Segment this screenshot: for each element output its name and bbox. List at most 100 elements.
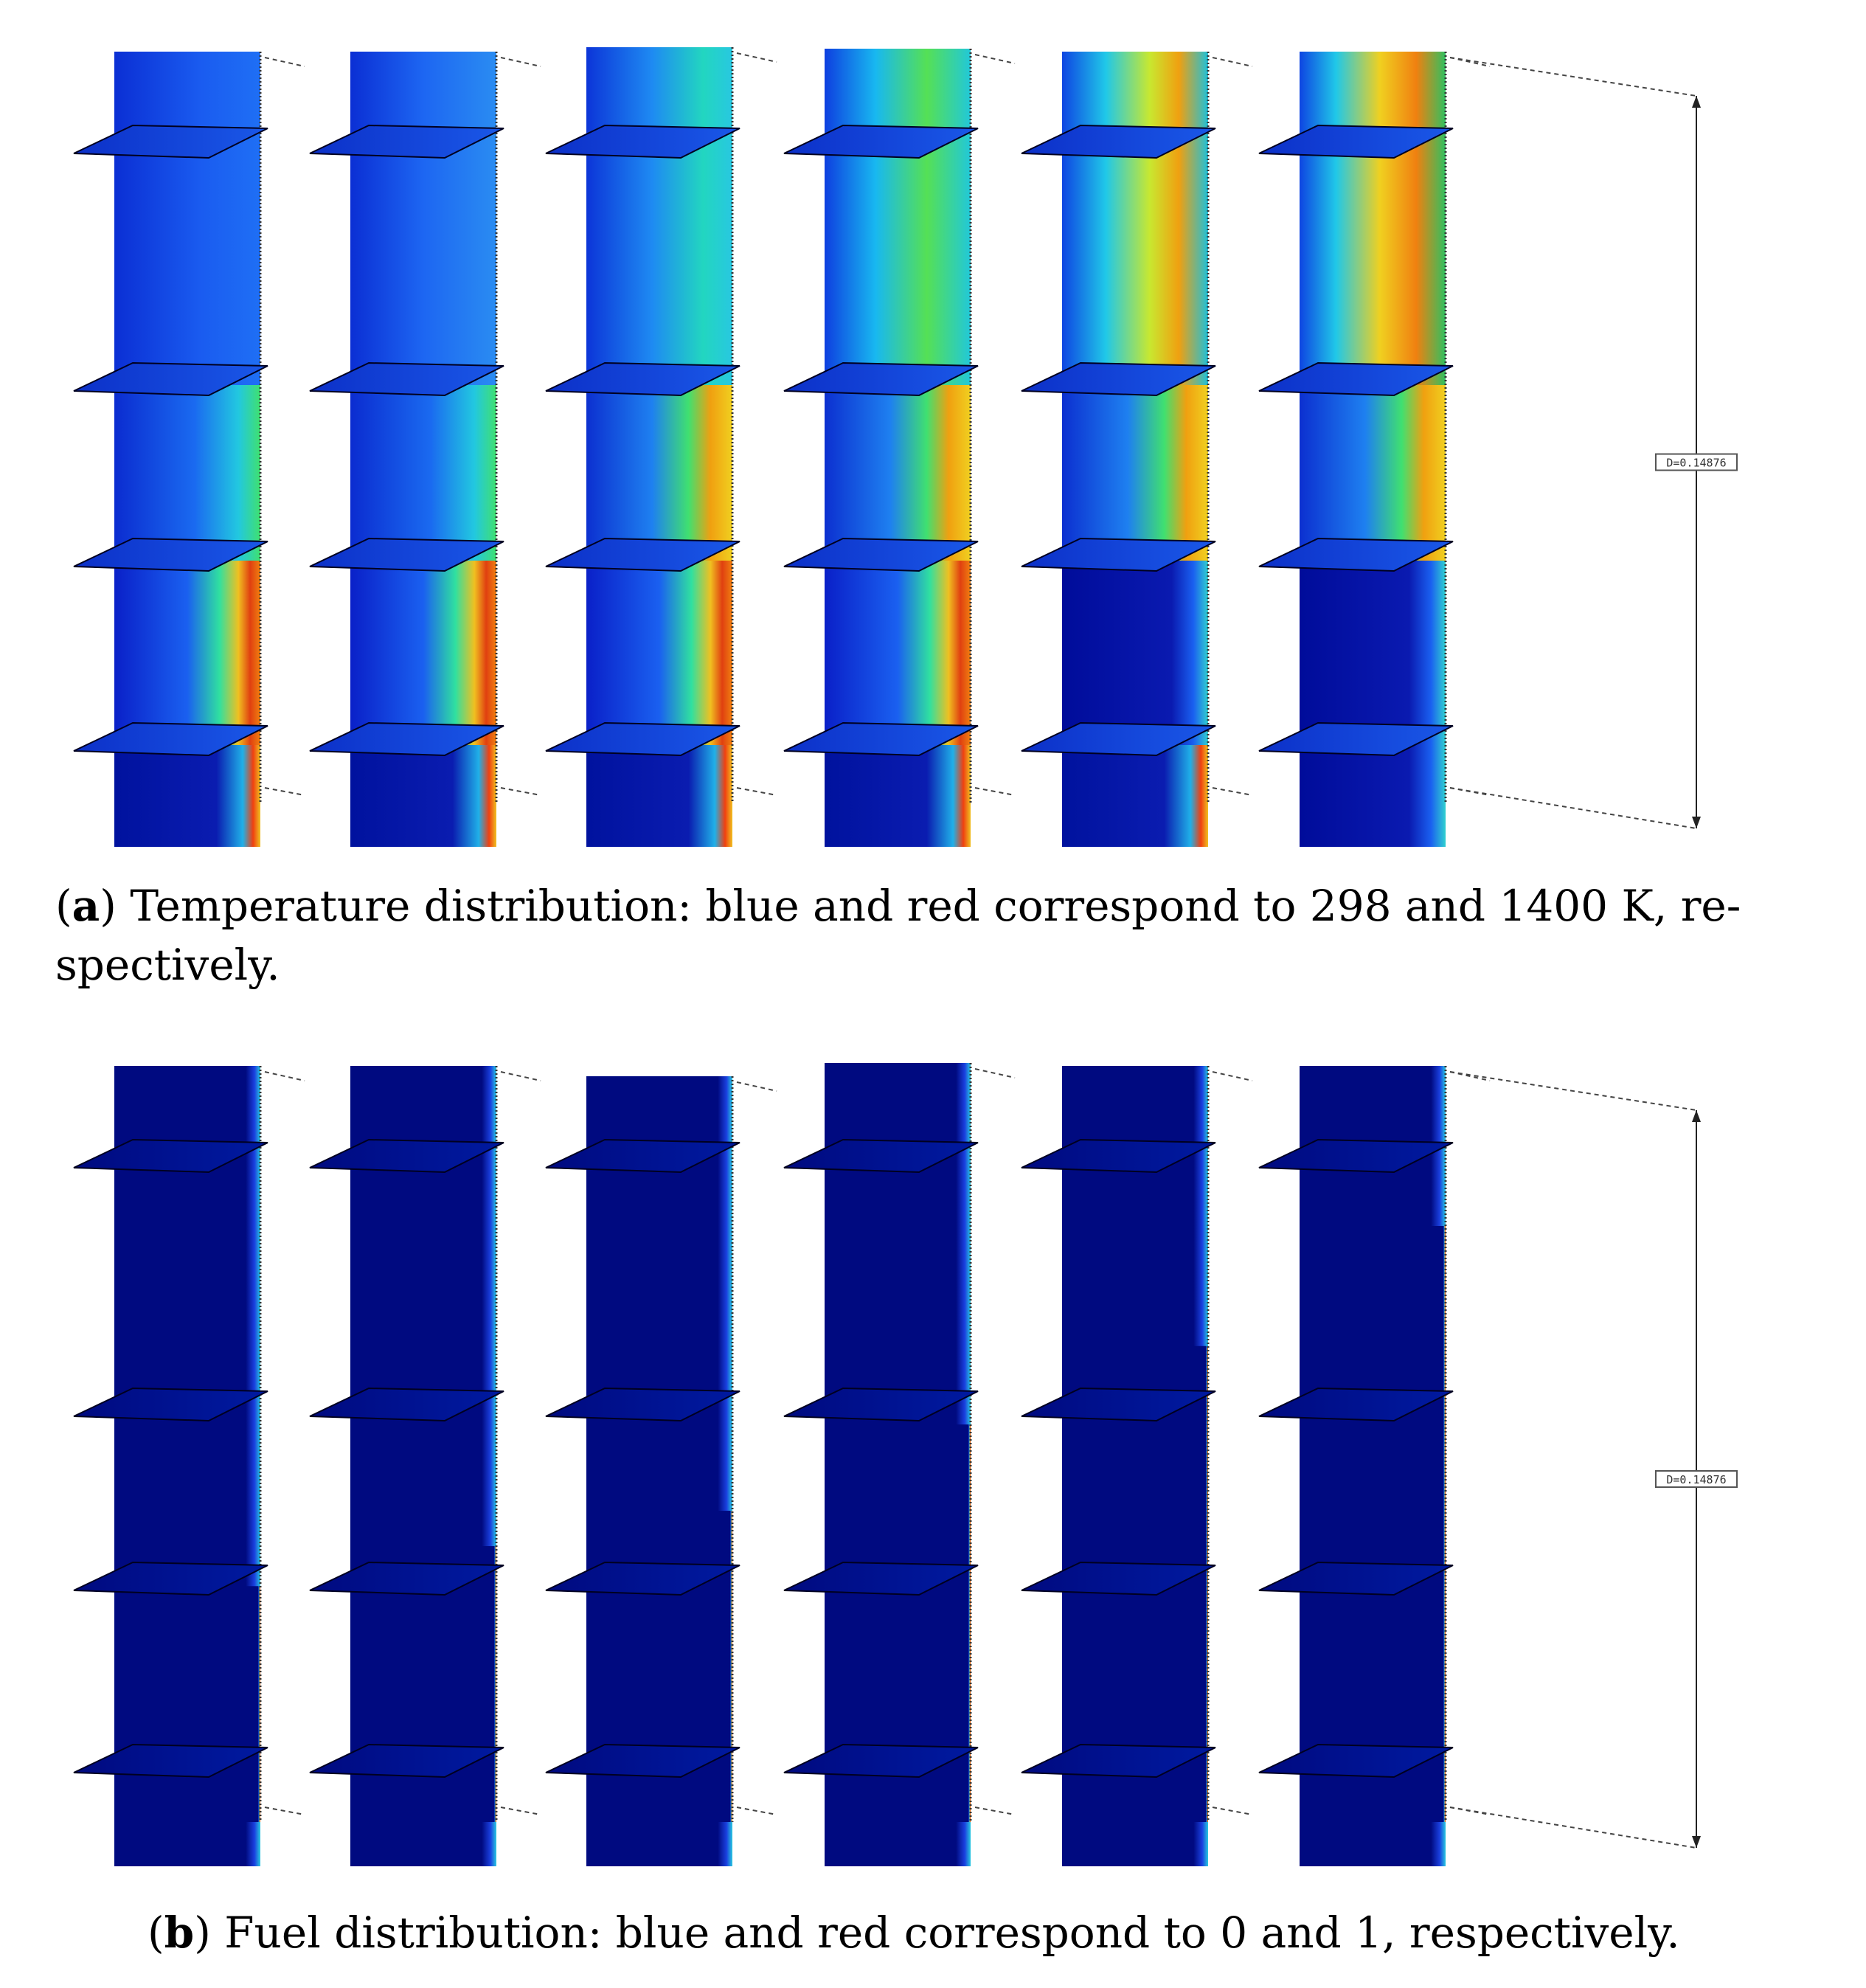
panel-b-fuel: D=0.14876 [73,1063,1738,1866]
caption-a-line1: Temperature distribution: blue and red c… [130,881,1741,931]
middle-region [825,385,971,561]
upper-region [114,52,260,385]
fuel-strip [477,1546,496,1822]
snapshot-1 [73,52,305,847]
leader-bottom [1212,787,1253,796]
middle-region [350,385,496,561]
fuel-field [350,1066,496,1866]
slice-plate-4 [1258,1743,1454,1779]
dimension-label: D=0.14876 [1666,1473,1726,1486]
fuel-field [1300,1066,1446,1866]
middle-region [1300,385,1446,561]
fuel-strip [241,1586,260,1822]
slice-plate-2 [1258,1387,1454,1422]
slice-plate-2 [1258,361,1454,397]
slice-plate-3 [1021,1561,1216,1596]
bottom-region [586,745,732,847]
dimension-label-box [1655,1470,1738,1488]
slice-plate-4 [73,721,268,757]
lower-region [350,561,496,745]
snapshot-5 [1021,1066,1253,1866]
slice-plate-1 [309,1138,504,1174]
slice-plate-4 [1021,721,1216,757]
upper-region [825,49,971,385]
slice-plate-1 [545,124,740,159]
leader-top [500,57,541,67]
upper-region [1062,52,1208,385]
dimension-extension-bottom [1449,1807,1697,1849]
dimension-arrow-bottom [1692,817,1701,828]
slice-plate-3 [783,537,979,572]
leader-top [736,52,777,63]
slice-plate-4 [1021,1743,1216,1779]
fuel-field [586,1076,732,1866]
slice-plate-3 [1258,537,1454,572]
fuel-field [1062,1066,1208,1866]
slice-plate-1 [73,1138,268,1174]
caption-b-text: Fuel distribution: blue and red correspo… [224,1908,1680,1958]
slice-plate-2 [783,1387,979,1422]
panel-a-temperature: D=0.14876 [73,47,1738,847]
snapshot-2 [309,52,541,847]
slice-plate-4 [545,1743,740,1779]
slice-plate-3 [73,537,268,572]
slice-plate-3 [1021,537,1216,572]
slice-plate-1 [1258,1138,1454,1174]
caption-b: (b) Fuel distribution: blue and red corr… [148,1908,1680,1958]
slice-plate-3 [1258,1561,1454,1596]
slice-plate-4 [545,721,740,757]
slice-plate-4 [309,1743,504,1779]
snapshot-3 [545,1076,777,1866]
slice-plate-2 [309,361,504,397]
lower-region [114,561,260,745]
fuel-field [114,1066,260,1866]
caption-a-line2: spectively. [55,940,280,990]
leader-top [1212,1071,1253,1081]
dimension-arrow-top [1692,1110,1701,1122]
slice-plate-2 [73,1387,268,1422]
lower-region [825,561,971,745]
leader-top [264,1071,305,1081]
snapshot-4 [783,1063,1016,1866]
slice-plate-2 [1021,361,1216,397]
leader-bottom [974,787,1016,796]
slice-plate-4 [783,721,979,757]
fuel-strip [713,1511,732,1822]
leader-top [500,1071,541,1081]
slice-plate-2 [1021,1387,1216,1422]
bottom-region [1300,745,1446,847]
lower-region [1062,561,1208,745]
leader-top [1212,57,1253,67]
middle-region [586,385,732,561]
fuel-field [825,1063,971,1866]
snapshot-4 [783,49,1016,847]
slice-plate-1 [1021,1138,1216,1174]
upper-region [350,52,496,385]
leader-bottom [500,787,541,796]
leader-top [736,1081,777,1092]
dimension-arrow-top [1692,96,1701,108]
middle-region [1062,385,1208,561]
dimension-label-box [1655,453,1738,471]
leader-top [1449,57,1491,67]
slice-plate-3 [545,537,740,572]
slice-plate-3 [545,1561,740,1596]
fuel-strip [1189,1345,1208,1822]
slice-plate-1 [73,124,268,159]
slice-plate-2 [783,361,979,397]
slice-plate-2 [73,361,268,397]
bottom-region [825,745,971,847]
bottom-region [114,745,260,847]
leader-top [974,1068,1016,1078]
snapshot-1 [73,1066,305,1866]
slice-plate-2 [545,361,740,397]
lower-region [1300,561,1446,745]
slice-plate-3 [73,1561,268,1596]
caption-a-label: a [72,881,100,931]
leader-bottom [500,1807,541,1815]
caption-a: (a) Temperature distribution: blue and r… [55,881,1741,990]
upper-region [586,47,732,385]
dimension-extension-top [1449,1071,1697,1111]
bottom-region [350,745,496,847]
caption-b-label: b [164,1908,195,1958]
